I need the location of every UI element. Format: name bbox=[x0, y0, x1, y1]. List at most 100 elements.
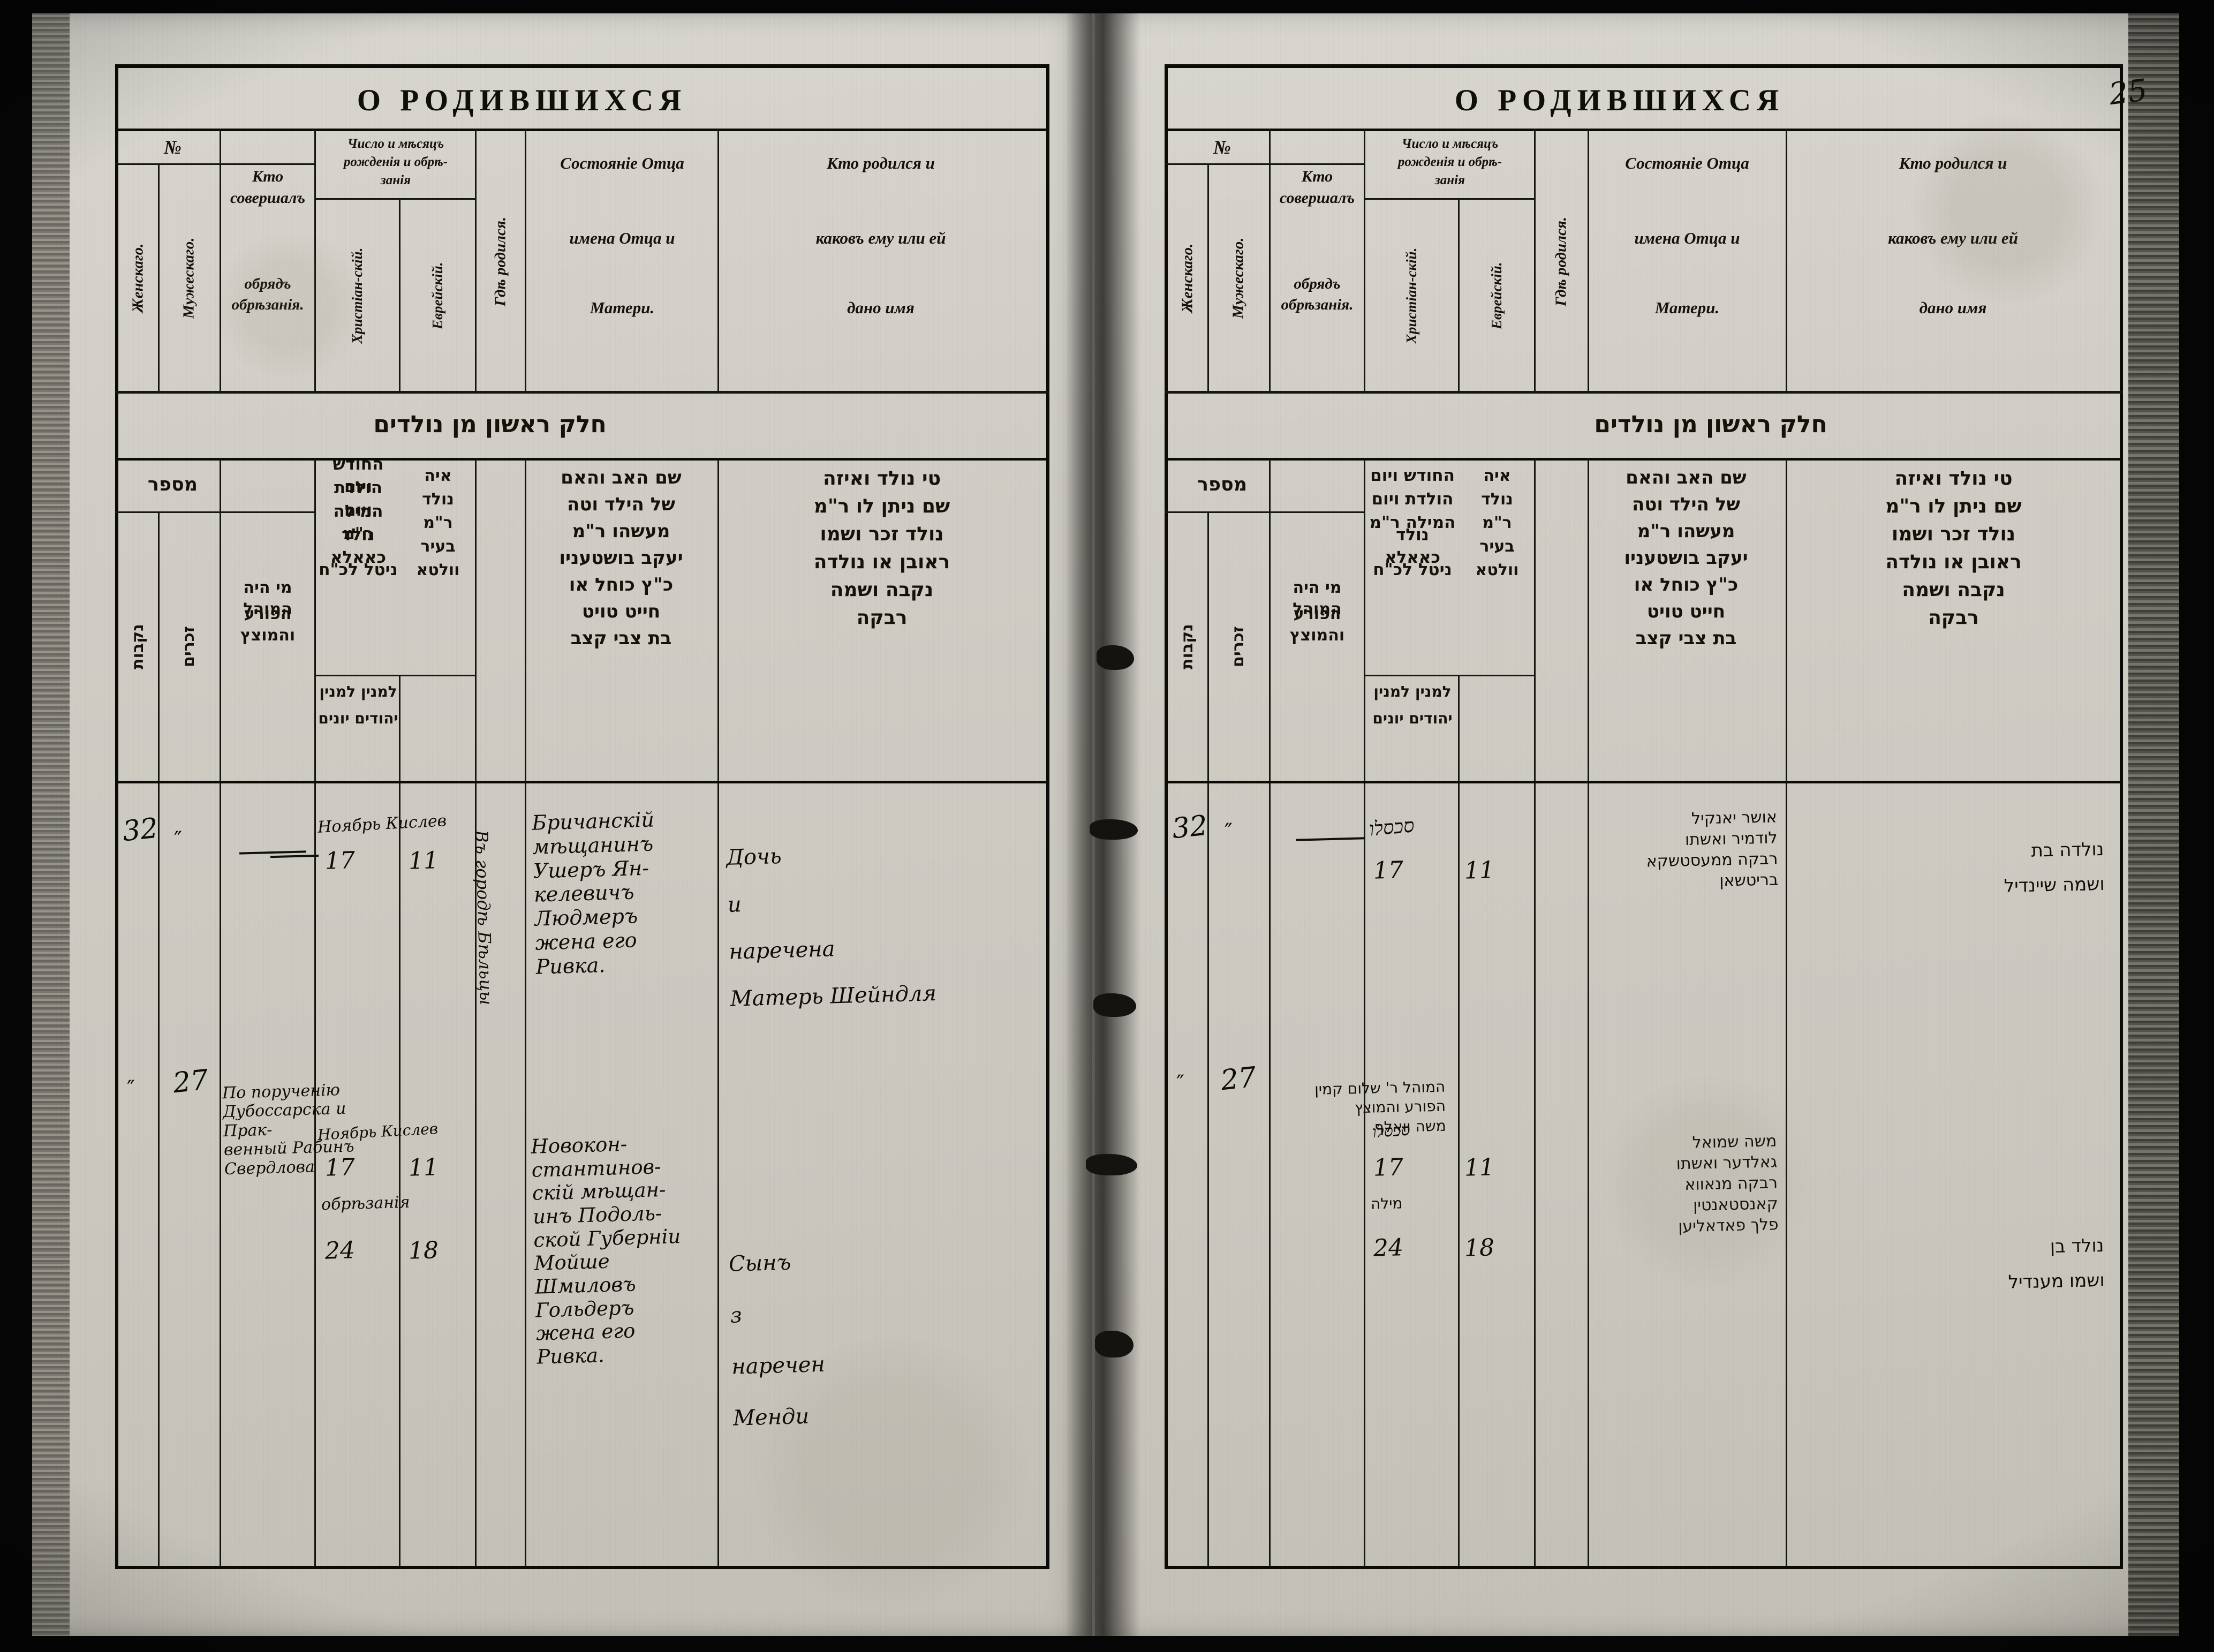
header-hebrew-count-2: יהודים יונים bbox=[318, 710, 398, 728]
page-title-russian: О РОДИВШИХСЯ bbox=[357, 83, 687, 117]
header-hebrew-where-5: וולטא bbox=[416, 560, 460, 579]
header-hebrew-month-4-right: נולד כאאלא bbox=[1384, 525, 1441, 567]
header-hebrew-parents-4: יעקב בושטעניו bbox=[559, 547, 683, 569]
header-performer-line1-right: Кто совершалъ bbox=[1279, 167, 1355, 207]
header-hebrew-child-5-right: נקבה ושמה bbox=[1902, 578, 2005, 601]
header-hebrew-females-right: נקבות bbox=[1177, 624, 1197, 670]
header-hebrew-where-3-right: ר"מ bbox=[1482, 513, 1512, 532]
header-performer-line2: обрядъ обрѣзанiя. bbox=[231, 275, 304, 313]
header-hebrew-number-right: מספר bbox=[1197, 474, 1248, 496]
header-jewish-right: Еврейскiй. bbox=[1488, 262, 1505, 329]
header-hebrew-parents-2-right: של הילד וטה bbox=[1631, 494, 1741, 516]
entry-0-birth-jewish: 11 bbox=[408, 847, 439, 875]
header-hebrew-parents-6: חייט טויט bbox=[581, 601, 661, 623]
entry-1-hebrew-circ-jewish: 18 bbox=[1464, 1234, 1495, 1262]
header-christian: Христiан-скiй. bbox=[349, 247, 365, 344]
header-female: Женскаго. bbox=[129, 243, 147, 313]
right-table: О РОДИВШИХСЯ № Женскаго. Мужескаго. Кто … bbox=[1165, 64, 2123, 1569]
page-edge-stack-right bbox=[2128, 13, 2179, 1636]
entry-1-number-male-right: 27 bbox=[1219, 1061, 1258, 1097]
header-hebrew-parents-5: כ"ץ כוחל או bbox=[569, 574, 674, 596]
header-hebrew-parents-3-right: מעשהו ר"מ bbox=[1637, 521, 1735, 542]
header-father-line2: имена Отца и bbox=[569, 229, 675, 248]
header-date-line3: занiя bbox=[381, 173, 411, 188]
entry-1-circ-jewish: 18 bbox=[408, 1236, 439, 1265]
header-hebrew-child-3-right: נולד זכר ושמו bbox=[1891, 523, 2016, 545]
header-father-line2-right: имена Отца и bbox=[1634, 229, 1740, 248]
entry-0-hebrew-birth-jewish: 11 bbox=[1464, 856, 1495, 885]
header-hebrew-males: זכרים bbox=[179, 626, 198, 668]
header-birthplace-right: Гдѣ родился. bbox=[1552, 216, 1570, 306]
entry-1-hebrew-child: נולד בן ושמו מענדיל bbox=[2008, 1234, 2105, 1293]
header-hebrew-child-2: שם ניתן לו ר"מ bbox=[813, 495, 950, 517]
entry-0-child: Дочь и наречена Матерь Шейндля bbox=[726, 843, 937, 1012]
header-hebrew-where-1: איה bbox=[424, 466, 452, 485]
entry-0-number-female-right: 32 bbox=[1170, 809, 1210, 846]
header-number-right: № bbox=[1213, 137, 1231, 159]
header-child-line1: Кто родился и bbox=[827, 154, 935, 173]
header-father-line3: Матери. bbox=[590, 298, 655, 318]
header-birthplace: Гдѣ родился. bbox=[492, 216, 509, 306]
header-hebrew-month-2-right: הולדת ויום bbox=[1371, 489, 1454, 509]
header-hebrew-child-1-right: טי נולד ואיזה bbox=[1894, 467, 2013, 489]
header-hebrew-parents-1: שם האב והאם bbox=[561, 467, 682, 489]
header-hebrew-females: נקבות bbox=[128, 624, 147, 670]
entry-0-hebrew-child: נולדה בת ושמה שיינדיל bbox=[2004, 838, 2105, 897]
header-child-line1-right: Кто родился и bbox=[1899, 154, 2007, 173]
entry-0-number-female: 32 bbox=[121, 812, 160, 848]
header-hebrew-count-1-right: למנין למנין bbox=[1373, 683, 1452, 701]
entry-0-month-label: Ноябрь Кислев bbox=[317, 811, 447, 837]
entry-1-hebrew-mohel: המוהל ר' שלום קמין הפורע והמוצץ משה וואל… bbox=[1314, 1077, 1447, 1136]
header-hebrew-child-1: טי נולד ואיזה bbox=[822, 467, 941, 489]
banner-hebrew: חלק ראשון מן נולדים bbox=[373, 410, 607, 438]
entry-0-father: Бричанскiй мѣщанинъ Ушеръ Ян- келевичъ Л… bbox=[531, 808, 655, 979]
header-hebrew-parents-7: בת צבי קצב bbox=[570, 628, 672, 650]
entry-1-number-female-right: ″ bbox=[1176, 1071, 1184, 1096]
left-table: О РОДИВШИХСЯ № Женскаго. Мужескаго. Кто … bbox=[115, 64, 1049, 1569]
entry-1-number-female: ″ bbox=[127, 1076, 135, 1101]
header-hebrew-month-1-right: החודש ויום bbox=[1370, 466, 1455, 486]
header-hebrew-where-4-right: בעיר bbox=[1479, 537, 1515, 556]
header-christian-right: Христiан-скiй. bbox=[1403, 247, 1419, 344]
entry-1-hebrew-month-word: סכסלו bbox=[1371, 1120, 1411, 1142]
header-male-right: Мужескаго. bbox=[1229, 237, 1247, 319]
banner-hebrew-right: חלק ראשון מן נולדים bbox=[1594, 410, 1827, 438]
header-hebrew-where-5-right: וולטא bbox=[1475, 560, 1519, 579]
entry-0-hebrew-birth-christian: 17 bbox=[1373, 856, 1404, 885]
header-performer-line1: Кто совершалъ bbox=[230, 167, 306, 207]
entry-0-hebrew-month: סכסלו bbox=[1368, 814, 1416, 841]
header-hebrew-child-5: נקבה ושמה bbox=[830, 578, 934, 601]
entry-0-number-male-right: ″ bbox=[1225, 819, 1233, 844]
header-hebrew-child-4: ראובן או נולדה bbox=[813, 550, 950, 573]
header-hebrew-count-2-right: יהודים יונים bbox=[1372, 710, 1453, 728]
header-hebrew-where-1-right: איה bbox=[1483, 466, 1511, 485]
entry-0-birth-christian: 17 bbox=[324, 847, 356, 875]
header-hebrew-males-right: זכרים bbox=[1228, 626, 1248, 668]
header-hebrew-where-4: בעיר bbox=[420, 537, 456, 556]
header-hebrew-parents-5-right: כ"ץ כוחל או bbox=[1634, 574, 1739, 596]
header-child-line3: дано имя bbox=[847, 298, 915, 318]
header-hebrew-count-1: למנין למנין bbox=[319, 683, 397, 701]
entry-1-child: Сынъ з наречен Менди bbox=[728, 1250, 826, 1431]
header-child-line2: каковъ ему или ей bbox=[815, 229, 946, 248]
page-edge-stack-left bbox=[32, 13, 70, 1636]
entry-1-circ-christian: 24 bbox=[324, 1236, 356, 1265]
entry-1-father: Новокон- стантинов- скiй мѣщан- инъ Подо… bbox=[530, 1132, 681, 1369]
header-hebrew-mohel-2: הפורע והמוצץ bbox=[240, 604, 296, 645]
header-hebrew-month-4: נולד כאאלא bbox=[330, 525, 387, 567]
header-hebrew-parents-7-right: בת צבי קצב bbox=[1635, 628, 1737, 650]
header-hebrew-parents-2: של הילד וטה bbox=[566, 494, 676, 516]
entry-0-hebrew-parents: אושר יאנקיל לודמיר ואשתו רבקה ממעסטשקא ב… bbox=[1646, 808, 1779, 891]
entry-1-circumcision-label: обрѣзанiя bbox=[321, 1193, 410, 1215]
header-hebrew-where-2: נולד bbox=[422, 489, 454, 509]
header-hebrew-child-6-right: רבקה bbox=[1928, 606, 1979, 629]
header-child-line2-right: каковъ ему или ей bbox=[1888, 229, 2018, 248]
entry-1-birth-christian: 17 bbox=[324, 1153, 356, 1182]
header-father-line1-right: Состоянiе Отца bbox=[1625, 154, 1749, 173]
header-hebrew-child-4-right: ראובן או נולדה bbox=[1885, 550, 2022, 573]
header-date-line2-right: рожденiя и обрѣ- bbox=[1397, 155, 1502, 170]
header-female-right: Женскаго. bbox=[1178, 243, 1196, 313]
header-hebrew-parents-6-right: חייט טויט bbox=[1646, 601, 1726, 623]
open-book: О РОДИВШИХСЯ № Женскаго. Мужескаго. Кто … bbox=[32, 13, 2179, 1636]
